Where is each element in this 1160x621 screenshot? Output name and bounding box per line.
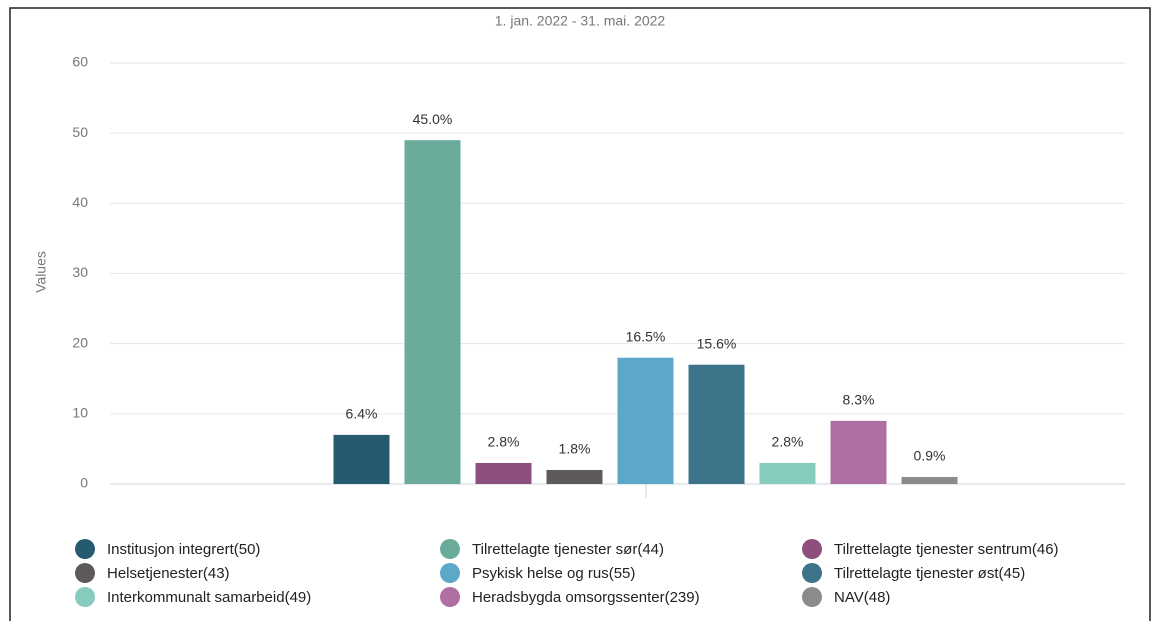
y-tick-label: 40: [72, 194, 88, 210]
legend-label: Tilrettelagte tjenester øst(45): [834, 565, 1025, 582]
legend-marker: [75, 539, 95, 559]
legend-label: Psykisk helse og rus(55): [472, 565, 635, 582]
data-label: 45.0%: [413, 111, 453, 127]
data-label: 2.8%: [772, 434, 804, 450]
legend-marker: [802, 563, 822, 583]
legend-label: Tilrettelagte tjenester sør(44): [472, 541, 664, 558]
legend-label: Interkommunalt samarbeid(49): [107, 589, 311, 606]
y-tick-label: 60: [72, 54, 88, 70]
chart-subtitle: 1. jan. 2022 - 31. mai. 2022: [495, 13, 666, 29]
legend-marker: [440, 563, 460, 583]
legend-marker: [440, 587, 460, 607]
bar: [475, 462, 532, 484]
data-label: 1.8%: [559, 441, 591, 457]
frame: [9, 7, 1151, 621]
data-label: 16.5%: [626, 328, 666, 344]
bar: [688, 364, 745, 484]
data-label: 8.3%: [843, 392, 875, 408]
data-label: 2.8%: [488, 434, 520, 450]
y-axis-label: Values: [33, 251, 49, 293]
bar: [404, 140, 461, 484]
data-label: 6.4%: [346, 406, 378, 422]
bar: [333, 434, 390, 484]
legend-marker: [440, 539, 460, 559]
legend-label: NAV(48): [834, 589, 890, 606]
legend-marker: [75, 563, 95, 583]
legend-label: Tilrettelagte tjenester sentrum(46): [834, 541, 1059, 558]
legend-marker: [802, 587, 822, 607]
bar: [830, 420, 887, 484]
legend-marker: [75, 587, 95, 607]
bar: [546, 469, 603, 484]
data-label: 15.6%: [697, 335, 737, 351]
y-tick-label: 10: [72, 405, 88, 421]
y-tick-label: 0: [80, 475, 88, 491]
legend-label: Institusjon integrert(50): [107, 541, 260, 558]
y-tick-label: 30: [72, 264, 88, 280]
y-tick-label: 50: [72, 124, 88, 140]
legend-label: Heradsbygda omsorgssenter(239): [472, 589, 700, 606]
bar: [759, 462, 816, 484]
legend-marker: [802, 539, 822, 559]
bar: [901, 476, 958, 484]
data-label: 0.9%: [914, 448, 946, 464]
legend-label: Helsetjenester(43): [107, 565, 230, 582]
y-tick-label: 20: [72, 334, 88, 350]
bar: [617, 357, 674, 484]
